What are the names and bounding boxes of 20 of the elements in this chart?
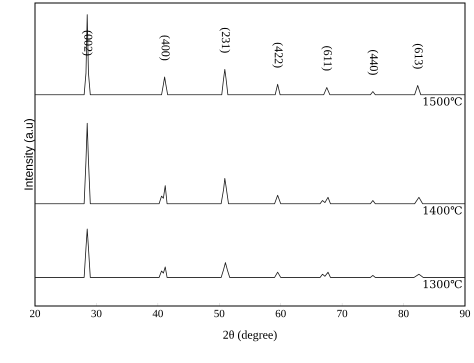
x-tick-label: 90 [460, 310, 470, 318]
x-tick-label: 50 [214, 310, 224, 318]
annotation: (422) [272, 42, 284, 68]
series-label: 1500℃ [424, 97, 462, 106]
x-axis-title: 2θ (degree) [223, 330, 277, 342]
series-label: 1400℃ [424, 206, 462, 215]
annotation: (613) [412, 44, 424, 69]
x-tick-label: 40 [152, 310, 163, 318]
x-tick-label: 70 [337, 310, 348, 318]
series-label: 1300℃ [424, 280, 462, 288]
x-tick-label: 20 [30, 310, 40, 318]
x-tick-label: 30 [91, 310, 102, 318]
x-tick-label: 60 [276, 310, 286, 318]
x-tick-label: 80 [398, 310, 409, 318]
annotation: (611) [321, 46, 332, 71]
annotation: (440) [367, 50, 378, 75]
y-axis-title: Intensity (a.u) [24, 119, 36, 190]
annotation: (400) [159, 35, 170, 60]
annotation: (002) [82, 30, 93, 56]
annotation: (231) [219, 28, 230, 53]
